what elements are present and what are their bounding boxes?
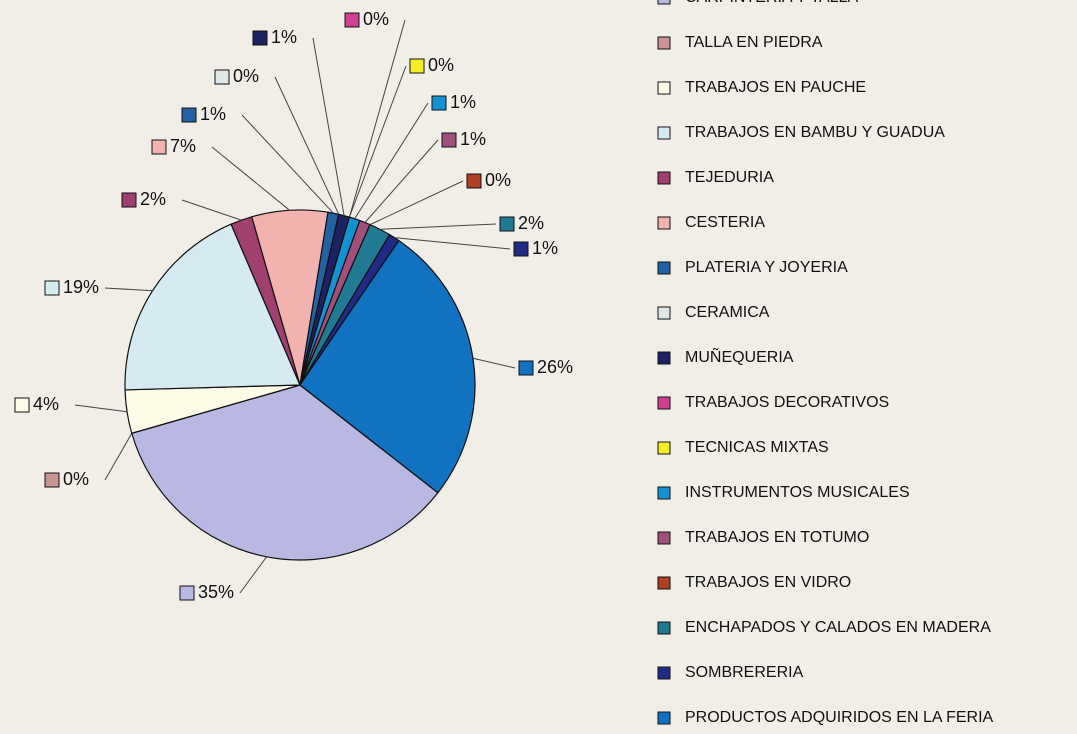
leader-line bbox=[364, 139, 439, 223]
label-swatch bbox=[121, 192, 137, 208]
legend-swatch bbox=[657, 306, 671, 320]
leader-line bbox=[241, 114, 334, 214]
data-label: 4% bbox=[33, 394, 59, 414]
label-swatch bbox=[44, 280, 60, 296]
legend-label: PLATERIA Y JOYERIA bbox=[685, 259, 848, 276]
leader-line bbox=[181, 199, 242, 221]
leader-line bbox=[348, 65, 407, 218]
legend-swatch bbox=[657, 441, 671, 455]
label-swatch bbox=[14, 397, 30, 413]
legend-label: TRABAJOS DECORATIVOS bbox=[685, 394, 889, 411]
data-label: 1% bbox=[460, 129, 486, 149]
legend-swatch bbox=[657, 126, 671, 140]
leader-line bbox=[104, 432, 133, 481]
label-swatch bbox=[466, 173, 482, 189]
label-swatch bbox=[214, 69, 230, 85]
legend-label: MUÑEQUERIA bbox=[685, 346, 794, 366]
data-label: 0% bbox=[233, 66, 259, 86]
data-label: 35% bbox=[198, 582, 234, 602]
label-swatch bbox=[441, 132, 457, 148]
leader-line bbox=[104, 287, 153, 292]
legend-swatch bbox=[657, 531, 671, 545]
legend-label: CESTERIA bbox=[685, 214, 765, 231]
legend-label: TECNICAS MIXTAS bbox=[685, 439, 829, 456]
legend-swatch bbox=[657, 576, 671, 590]
legend-label: TRABAJOS EN TOTUMO bbox=[685, 529, 869, 546]
label-swatch bbox=[151, 139, 167, 155]
label-swatch bbox=[179, 585, 195, 601]
legend-label: TEJEDURIA bbox=[685, 169, 774, 186]
leader-line bbox=[472, 357, 516, 369]
legend-swatch bbox=[657, 711, 671, 725]
data-label: 2% bbox=[140, 189, 166, 209]
legend-label: TRABAJOS EN PAUCHE bbox=[685, 79, 866, 96]
data-label: 0% bbox=[363, 9, 389, 29]
data-label: 0% bbox=[485, 170, 511, 190]
legend-label: ENCHAPADOS Y CALADOS EN MADERA bbox=[685, 619, 991, 636]
legend-swatch bbox=[657, 351, 671, 365]
leader-line bbox=[354, 102, 429, 220]
data-label: 7% bbox=[170, 136, 196, 156]
leader-line bbox=[348, 19, 406, 218]
legend-label: SOMBRERERIA bbox=[685, 664, 804, 681]
legend-swatch bbox=[657, 621, 671, 635]
leader-line bbox=[369, 180, 464, 226]
label-swatch bbox=[409, 58, 425, 74]
data-label: 1% bbox=[200, 104, 226, 124]
leader-line bbox=[379, 223, 497, 230]
label-swatch bbox=[513, 241, 529, 257]
legend-label: INSTRUMENTOS MUSICALES bbox=[685, 484, 910, 501]
legend-swatch bbox=[657, 216, 671, 230]
legend-label: CERAMICA bbox=[685, 304, 770, 321]
legend-label: PRODUCTOS ADQUIRIDOS EN LA FERIA bbox=[685, 709, 994, 726]
label-swatch bbox=[518, 360, 534, 376]
data-label: 1% bbox=[450, 92, 476, 112]
data-label: 0% bbox=[63, 469, 89, 489]
leader-line bbox=[74, 404, 128, 413]
legend-swatch bbox=[657, 0, 671, 5]
legend-swatch bbox=[657, 36, 671, 50]
legend-swatch bbox=[657, 81, 671, 95]
leader-line bbox=[274, 76, 340, 215]
label-swatch bbox=[499, 216, 515, 232]
pie-slice bbox=[124, 223, 301, 391]
label-swatch bbox=[344, 12, 360, 28]
label-swatch bbox=[252, 30, 268, 46]
data-label: 2% bbox=[518, 213, 544, 233]
legend-label: TALLA EN PIEDRA bbox=[685, 34, 823, 51]
legend-swatch bbox=[657, 396, 671, 410]
data-label: 1% bbox=[532, 238, 558, 258]
label-swatch bbox=[181, 107, 197, 123]
data-label: 1% bbox=[271, 27, 297, 47]
label-swatch bbox=[431, 95, 447, 111]
data-label: 19% bbox=[63, 277, 99, 297]
legend-swatch bbox=[657, 171, 671, 185]
data-label: 0% bbox=[428, 55, 454, 75]
legend-swatch bbox=[657, 486, 671, 500]
label-swatch bbox=[44, 472, 60, 488]
leader-line bbox=[239, 556, 268, 594]
legend-swatch bbox=[657, 666, 671, 680]
data-label: 26% bbox=[537, 357, 573, 377]
leader-line bbox=[312, 37, 345, 216]
legend-label: CARPINTERIA Y TALLA bbox=[685, 0, 858, 6]
leader-line bbox=[394, 237, 511, 250]
legend-label: TRABAJOS EN BAMBU Y GUADUA bbox=[685, 124, 945, 141]
leader-line bbox=[211, 146, 290, 211]
pie-slice bbox=[131, 384, 439, 561]
legend-label: TRABAJOS EN VIDRO bbox=[685, 574, 851, 591]
legend-swatch bbox=[657, 261, 671, 275]
